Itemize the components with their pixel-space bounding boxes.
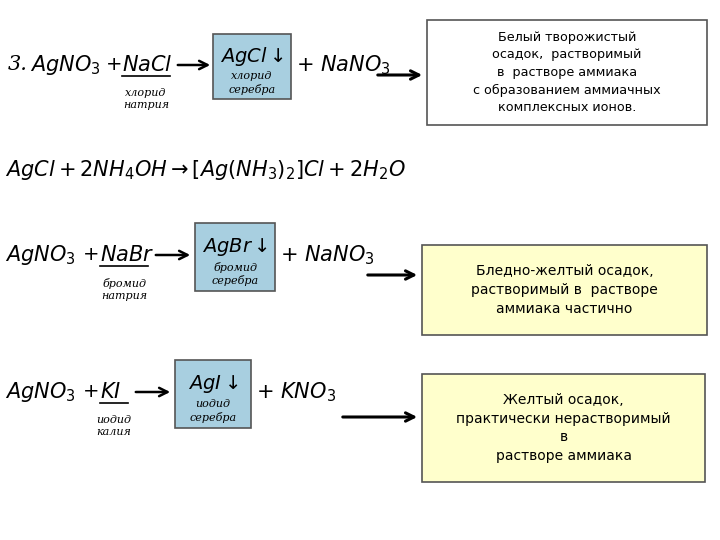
Text: бромид
натрия: бромид натрия <box>101 278 147 301</box>
FancyBboxPatch shape <box>422 374 705 482</box>
Text: $+\ NaNO_3$: $+\ NaNO_3$ <box>296 53 391 77</box>
Text: хлорид
натрия: хлорид натрия <box>123 88 169 110</box>
Text: $AgCl + 2NH_4OH \rightarrow [Ag(NH_3)_2]Cl + 2H_2O$: $AgCl + 2NH_4OH \rightarrow [Ag(NH_3)_2]… <box>5 158 406 182</box>
Text: $+$: $+$ <box>82 246 99 264</box>
Text: $NaCl$: $NaCl$ <box>122 55 173 75</box>
Text: $+\ KNO_3$: $+\ KNO_3$ <box>256 380 336 404</box>
Text: $AgCl\downarrow$: $AgCl\downarrow$ <box>220 45 284 68</box>
Text: бромид
серебра: бромид серебра <box>212 262 258 286</box>
Text: иодид
серебра: иодид серебра <box>189 399 237 423</box>
FancyBboxPatch shape <box>195 223 275 291</box>
Text: иодид
калия: иодид калия <box>96 415 132 437</box>
Text: $+$: $+$ <box>105 56 122 74</box>
Text: $+\ NaNO_3$: $+\ NaNO_3$ <box>280 243 374 267</box>
Text: 3.: 3. <box>8 56 28 75</box>
Text: Желтый осадок,
практически нерастворимый
в
растворе аммиака: Желтый осадок, практически нерастворимый… <box>456 393 671 463</box>
Text: Бледно-желтый осадок,
растворимый в  растворе
аммиака частично: Бледно-желтый осадок, растворимый в раст… <box>471 264 658 316</box>
Text: $AgNO_3$: $AgNO_3$ <box>30 53 101 77</box>
Text: хлорид
серебра: хлорид серебра <box>228 71 276 94</box>
Text: $AgI\downarrow$: $AgI\downarrow$ <box>188 373 238 395</box>
Text: $AgBr\downarrow$: $AgBr\downarrow$ <box>202 236 268 258</box>
Text: $KI$: $KI$ <box>100 382 121 402</box>
Text: Белый творожистый
осадок,  растворимый
в  растворе аммиака
с образованием аммиач: Белый творожистый осадок, растворимый в … <box>473 31 661 114</box>
FancyBboxPatch shape <box>213 34 291 99</box>
Text: $AgNO_3$: $AgNO_3$ <box>5 380 76 404</box>
FancyBboxPatch shape <box>422 245 707 335</box>
FancyBboxPatch shape <box>427 20 707 125</box>
Text: $NaBr$: $NaBr$ <box>100 245 154 265</box>
FancyBboxPatch shape <box>175 360 251 428</box>
Text: $+$: $+$ <box>82 383 99 401</box>
Text: $AgNO_3$: $AgNO_3$ <box>5 243 76 267</box>
